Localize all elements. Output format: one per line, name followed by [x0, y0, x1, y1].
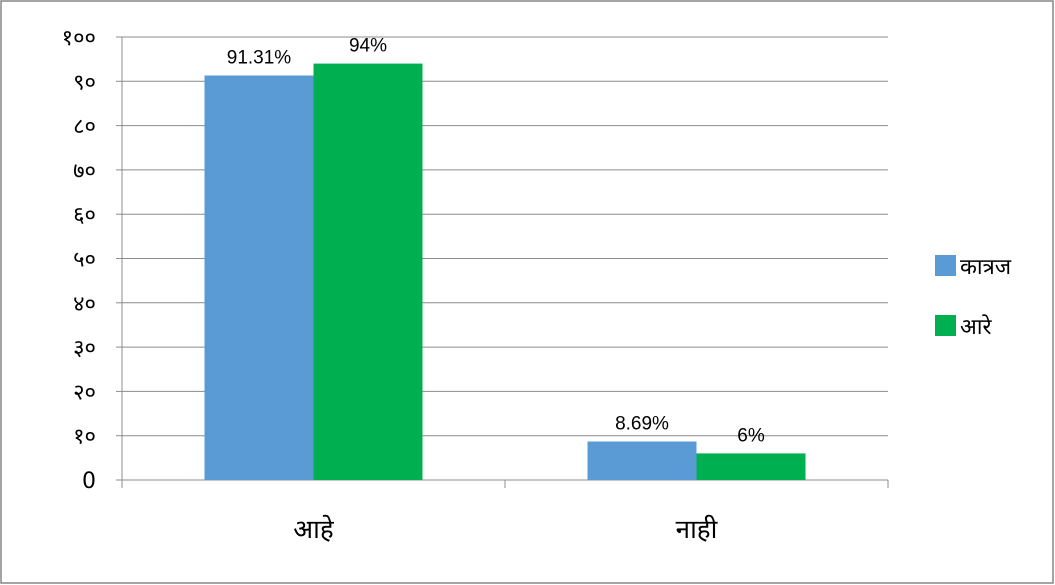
- legend-swatch: [935, 255, 956, 276]
- y-tick-label: ३०: [73, 336, 96, 361]
- x-category-label: आहे: [293, 514, 335, 545]
- bar-data-label: 91.31%: [227, 47, 292, 68]
- bar: [313, 63, 423, 480]
- y-tick-label: 0: [82, 469, 96, 494]
- legend-label: आरे: [960, 314, 992, 340]
- bar: [204, 75, 314, 480]
- bars: [204, 63, 806, 480]
- y-tick-label: १००: [62, 26, 96, 51]
- legend-swatch: [935, 315, 956, 336]
- axes: 0 १० २० ३० ४० ५० ६० ७० ८० ९० १०० आहे नाही: [62, 26, 889, 545]
- x-category-label: नाही: [676, 514, 719, 545]
- bar-data-label: 8.69%: [615, 414, 669, 435]
- bar-data-label: 94%: [349, 36, 387, 57]
- y-tick-label: २०: [73, 380, 96, 405]
- y-tick-label: ७०: [73, 159, 96, 184]
- bar-data-label: 6%: [737, 425, 765, 446]
- bar: [587, 441, 697, 480]
- y-tick-label: ६०: [73, 203, 96, 228]
- y-tick-label: ८०: [73, 115, 96, 140]
- y-tick-label: ५०: [73, 248, 96, 273]
- legend: कात्रज आरे: [935, 255, 1012, 340]
- bar: [696, 453, 806, 480]
- y-tick-label: ४०: [73, 292, 96, 317]
- legend-label: कात्रज: [960, 255, 1012, 280]
- y-tick-label: ९०: [73, 70, 96, 95]
- data-labels: 91.31% 94% 8.69% 6%: [227, 36, 765, 447]
- y-tick-label: १०: [73, 425, 96, 450]
